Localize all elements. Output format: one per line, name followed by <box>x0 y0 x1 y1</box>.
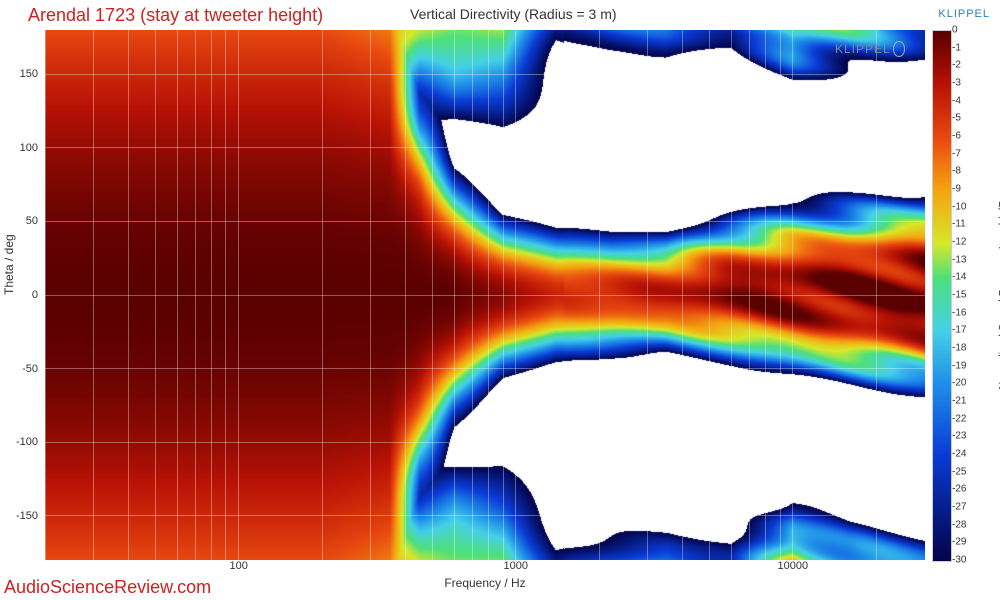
x-tick: 10000 <box>778 560 809 572</box>
grid-line <box>749 30 750 560</box>
colorbar-tick: -24 <box>952 449 966 460</box>
grid-line <box>925 30 926 560</box>
overlay-title-text: Arendal 1723 (stay at tweeter height) <box>28 5 323 25</box>
x-axis-title: Frequency / Hz <box>444 576 525 590</box>
grid-line <box>765 30 766 560</box>
colorbar-tick: -14 <box>952 272 966 283</box>
grid-line <box>515 30 516 560</box>
colorbar-tick: -1 <box>952 42 961 53</box>
colorbar-tick: -5 <box>952 113 961 124</box>
colorbar-tick: -12 <box>952 237 966 248</box>
colorbar-tick: -22 <box>952 413 966 424</box>
y-tick: 50 <box>26 215 38 227</box>
grid-line <box>93 30 94 560</box>
colorbar-canvas <box>933 31 951 561</box>
grid-line <box>211 30 212 560</box>
x-tick: 1000 <box>503 560 527 572</box>
grid-line <box>682 30 683 560</box>
colorbar-tick: -27 <box>952 502 966 513</box>
grid-line <box>370 30 371 560</box>
colorbar-tick: -2 <box>952 60 961 71</box>
colorbar-tick: -7 <box>952 148 961 159</box>
colorbar-tick: -3 <box>952 78 961 89</box>
colorbar-tick: -4 <box>952 95 961 106</box>
colorbar-tick: -28 <box>952 519 966 530</box>
colorbar-labels: 0-1-2-3-4-5-6-7-8-9-10-11-12-13-14-15-16… <box>952 30 980 560</box>
grid-line <box>128 30 129 560</box>
y-tick: -50 <box>22 363 38 375</box>
grid-line <box>405 30 406 560</box>
y-tick: -100 <box>16 436 38 448</box>
x-tick: 100 <box>229 560 247 572</box>
chart-container: Arendal 1723 (stay at tweeter height) Ve… <box>0 0 1000 600</box>
colorbar-tick: -17 <box>952 325 966 336</box>
colorbar <box>932 30 952 562</box>
colorbar-tick: -6 <box>952 131 961 142</box>
grid-line <box>432 30 433 560</box>
grid-line <box>876 30 877 560</box>
heatmap-plot <box>45 30 925 560</box>
colorbar-tick: -26 <box>952 484 966 495</box>
grid-line <box>503 30 504 560</box>
colorbar-tick: -30 <box>952 555 966 566</box>
grid-line <box>792 30 793 560</box>
grid-line <box>225 30 226 560</box>
chart-title: Vertical Directivity (Radius = 3 m) <box>410 6 617 22</box>
colorbar-tick: -11 <box>952 219 966 230</box>
grid-line <box>177 30 178 560</box>
grid-line <box>709 30 710 560</box>
grid-line <box>472 30 473 560</box>
y-tick: 0 <box>32 289 38 301</box>
y-tick: 150 <box>20 68 38 80</box>
grid-line <box>45 30 46 560</box>
colorbar-tick: -10 <box>952 201 966 212</box>
grid-line <box>238 30 239 560</box>
grid-line <box>731 30 732 560</box>
colorbar-tick: -21 <box>952 396 966 407</box>
colorbar-tick: -13 <box>952 254 966 265</box>
colorbar-tick: -15 <box>952 290 966 301</box>
klippel-logo: KLIPPEL <box>835 38 905 60</box>
grid-line <box>488 30 489 560</box>
colorbar-tick: -19 <box>952 360 966 371</box>
overlay-title: Arendal 1723 (stay at tweeter height) <box>28 5 323 26</box>
colorbar-tick: -23 <box>952 431 966 442</box>
y-tick: -150 <box>16 510 38 522</box>
klippel-brand: KLIPPEL <box>938 8 990 20</box>
klippel-logo-text: KLIPPEL <box>835 42 891 56</box>
colorbar-tick: -29 <box>952 537 966 548</box>
bottom-brand-text: AudioScienceReview.com <box>4 577 211 597</box>
grid-line <box>647 30 648 560</box>
y-axis-labels: -150 -100 -50 0 50 100 150 <box>0 30 42 560</box>
grid-line <box>155 30 156 560</box>
grid-line <box>599 30 600 560</box>
colorbar-tick: -20 <box>952 378 966 389</box>
y-tick: 100 <box>20 142 38 154</box>
colorbar-tick: -18 <box>952 343 966 354</box>
grid-line <box>780 30 781 560</box>
colorbar-tick: -8 <box>952 166 961 177</box>
colorbar-tick: 0 <box>952 25 958 36</box>
colorbar-tick: -16 <box>952 307 966 318</box>
klippel-logo-icon <box>893 41 905 57</box>
grid-line <box>454 30 455 560</box>
grid-line <box>195 30 196 560</box>
grid-line <box>322 30 323 560</box>
colorbar-tick: -9 <box>952 184 961 195</box>
bottom-brand: AudioScienceReview.com <box>4 577 211 598</box>
colorbar-tick: -25 <box>952 466 966 477</box>
